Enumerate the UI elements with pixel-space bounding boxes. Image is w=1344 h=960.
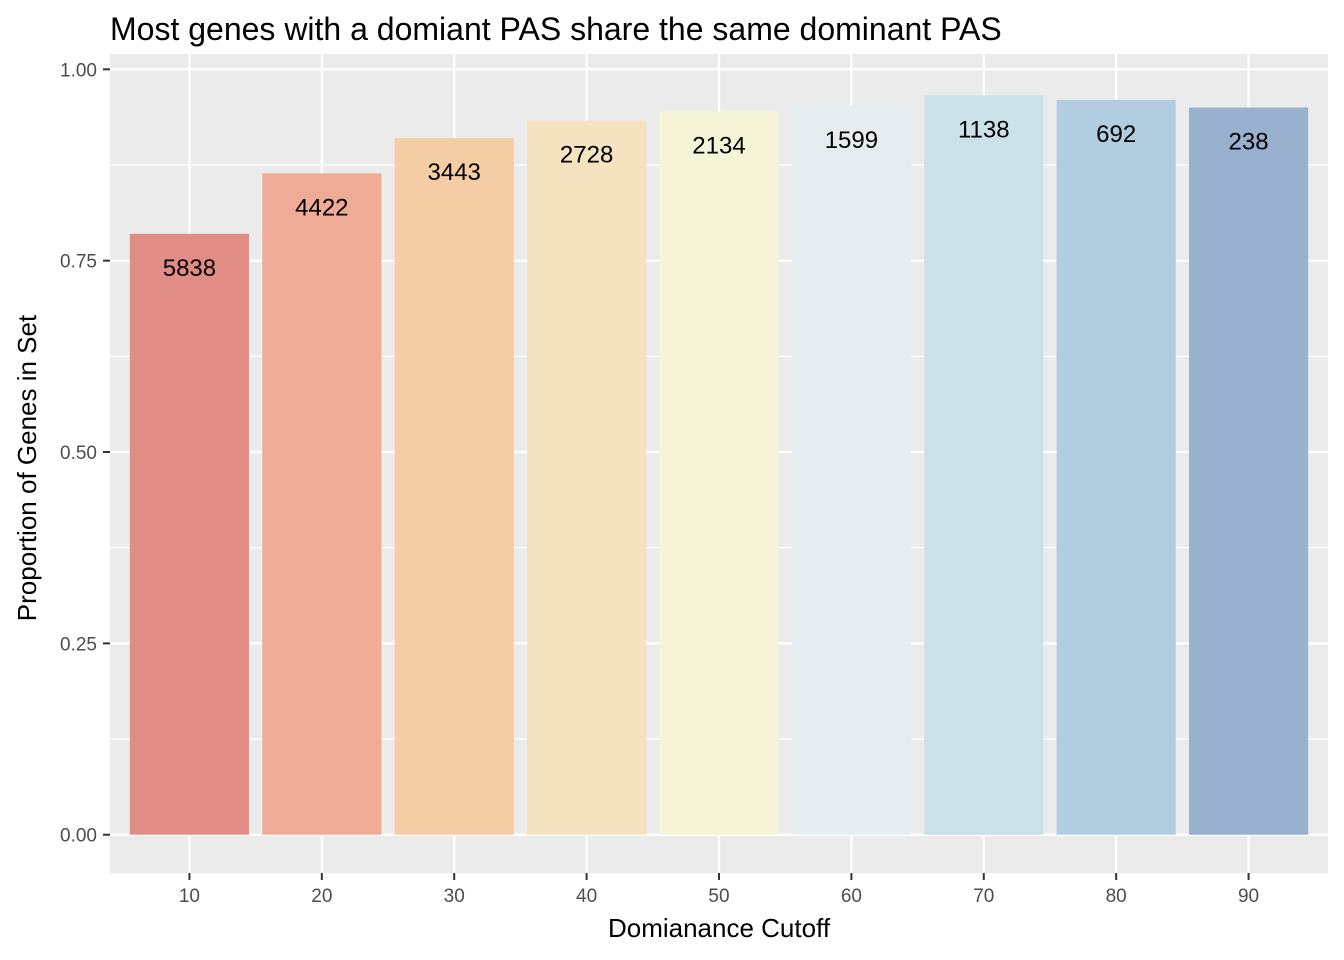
bar-label-30: 3443: [428, 159, 481, 186]
bar-label-10: 5838: [163, 255, 216, 282]
y-axis-title: Proportion of Genes in Set: [12, 314, 42, 621]
bar-label-80: 692: [1096, 121, 1136, 148]
y-tick-label: 0.50: [60, 443, 97, 464]
x-tick-label: 40: [576, 886, 597, 907]
x-tick-label: 90: [1238, 886, 1259, 907]
bar-label-40: 2728: [560, 142, 613, 169]
bar-label-50: 2134: [692, 132, 745, 159]
bars: [129, 95, 1309, 835]
y-tick-label: 0.25: [60, 634, 97, 655]
bar-label-70: 1138: [958, 116, 1010, 143]
bar-50: [659, 111, 779, 835]
chart-title: Most genes with a domiant PAS share the …: [110, 11, 1002, 47]
bar-20: [262, 173, 382, 835]
bar-label-20: 4422: [295, 194, 348, 221]
x-tick-label: 30: [444, 886, 465, 907]
x-axis-title: Domianance Cutoff: [608, 913, 831, 943]
x-tick-label: 70: [973, 886, 994, 907]
bar-60: [791, 106, 911, 835]
bar-30: [394, 138, 514, 835]
bar-70: [924, 95, 1044, 835]
bar-40: [527, 120, 647, 835]
bar-count-labels: 5838 4422 3443 2728 2134 1599 1138 692 238: [163, 116, 1269, 282]
y-tick-label: 0.00: [60, 826, 97, 847]
x-tick-label: 20: [311, 886, 332, 907]
x-tick-label: 50: [708, 886, 729, 907]
bar-90: [1188, 107, 1309, 835]
bar-80: [1056, 99, 1176, 835]
x-tick-label: 10: [179, 886, 200, 907]
bar-label-60: 1599: [825, 127, 878, 154]
bar-10: [129, 233, 250, 835]
x-tick-label: 80: [1106, 886, 1127, 907]
x-tick-label: 60: [841, 886, 862, 907]
x-axis: 10 20 30 40 50 60 70 80 90: [179, 873, 1259, 907]
bar-label-90: 238: [1229, 129, 1269, 156]
y-tick-label: 1.00: [60, 60, 97, 81]
y-tick-label: 0.75: [60, 252, 97, 273]
y-axis: 0.00 0.25 0.50 0.75 1.00: [60, 60, 110, 847]
